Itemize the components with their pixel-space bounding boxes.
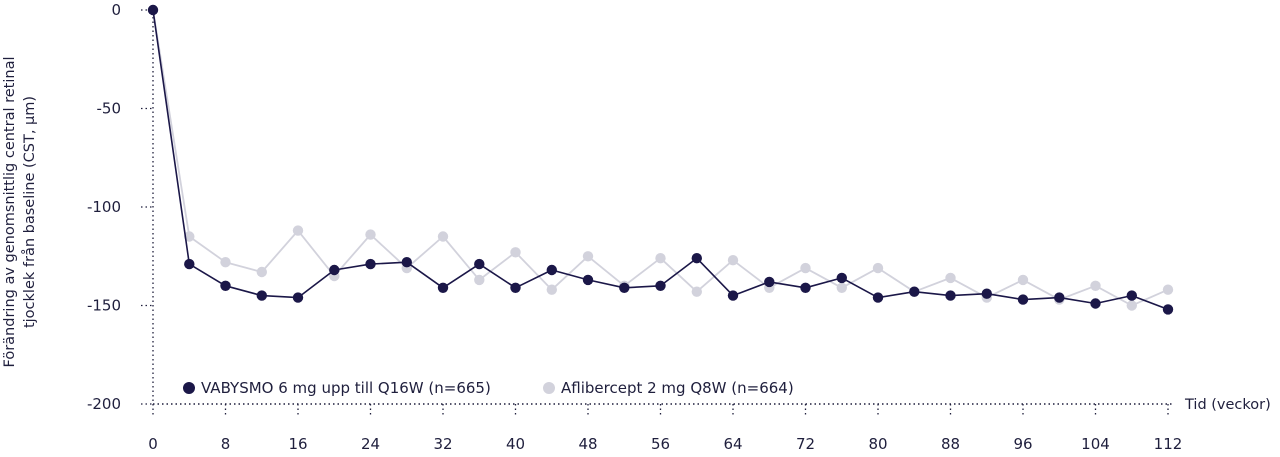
data-point: [437, 231, 449, 242]
data-point: [691, 286, 702, 297]
data-point: [365, 229, 376, 240]
data-point: [292, 225, 304, 236]
x-tick-label: 72: [796, 435, 815, 453]
data-point: [800, 262, 811, 274]
data-point: [1162, 284, 1174, 295]
x-axis-title: Tid (veckor): [1184, 397, 1271, 413]
data-point: [1126, 300, 1138, 311]
data-point: [582, 251, 594, 262]
data-point: [1090, 298, 1101, 309]
data-point: [836, 282, 847, 293]
x-tick-label: 88: [941, 435, 960, 453]
x-tick-label: 40: [506, 435, 525, 453]
data-point: [256, 290, 267, 301]
y-tick-label: -50: [97, 100, 122, 118]
data-point: [945, 290, 956, 301]
data-point: [184, 231, 195, 242]
data-point: [147, 4, 159, 16]
data-point: [292, 292, 304, 303]
data-point: [256, 266, 267, 278]
data-point: [546, 284, 557, 295]
series-line: [152, 9, 1169, 311]
y-tick-label: 0: [111, 1, 121, 19]
data-point: [510, 247, 521, 258]
x-tick-label: 96: [1013, 435, 1032, 453]
data-point: [655, 253, 666, 264]
data-point: [474, 258, 485, 270]
data-point: [764, 276, 775, 288]
series-1: [147, 4, 1174, 311]
data-point: [909, 286, 920, 297]
x-tick-label: 16: [288, 435, 307, 453]
x-tick-label: 80: [868, 435, 887, 453]
data-point: [1162, 304, 1174, 315]
data-point: [1054, 292, 1065, 303]
y-tick-label: -100: [87, 198, 121, 216]
data-point: [800, 282, 811, 293]
legend-marker-aflibercept: [543, 382, 555, 394]
data-point: [184, 258, 195, 270]
series-layer: [147, 4, 1174, 315]
x-tick-label: 56: [651, 435, 670, 453]
data-point: [691, 253, 702, 264]
data-point: [220, 280, 231, 291]
data-point: [1090, 280, 1101, 291]
series-0: [147, 4, 1174, 315]
data-point: [981, 288, 992, 299]
data-point: [474, 274, 485, 286]
data-point: [619, 282, 630, 293]
x-tick-label: 112: [1154, 435, 1183, 453]
y-axis-title-line2: tjocklek från baseline (CST, µm): [21, 96, 38, 328]
x-tick-label: 0: [148, 435, 158, 453]
data-point: [510, 282, 521, 293]
data-point: [836, 272, 847, 284]
y-axis-title-line1: Förändring av genomsnittlig central reti…: [2, 57, 18, 368]
y-tick-label: -200: [87, 395, 121, 413]
x-tick-label: 48: [578, 435, 597, 453]
data-point: [329, 264, 340, 276]
data-point: [727, 255, 739, 266]
x-tick-label: 64: [723, 435, 742, 453]
data-point: [401, 257, 412, 268]
data-point: [546, 264, 557, 276]
data-point: [582, 274, 594, 286]
data-point: [1126, 290, 1138, 301]
data-point: [220, 257, 231, 268]
legend-marker-vabysmo: [183, 382, 195, 394]
legend-label-vabysmo: VABYSMO 6 mg upp till Q16W (n=665): [201, 379, 491, 397]
axes: 0 -50 -100 -150 -200 0 8 16 24 32 40 48 56 64 72 80 88 96…: [87, 1, 1182, 453]
x-tick-label: 32: [433, 435, 452, 453]
data-point: [1017, 274, 1029, 286]
legend-label-aflibercept: Aflibercept 2 mg Q8W (n=664): [561, 379, 794, 397]
data-point: [727, 290, 739, 301]
data-point: [365, 258, 376, 270]
data-point: [872, 292, 884, 303]
x-tick-label: 24: [361, 435, 380, 453]
y-tick-label: -150: [87, 297, 121, 315]
data-point: [655, 280, 666, 291]
data-point: [872, 262, 884, 274]
x-tick-label: 8: [221, 435, 231, 453]
x-tick-label: 104: [1081, 435, 1110, 453]
data-point: [437, 282, 449, 293]
data-point: [1017, 294, 1029, 305]
legend: VABYSMO 6 mg upp till Q16W (n=665) Aflib…: [183, 379, 794, 397]
data-point: [945, 272, 956, 284]
